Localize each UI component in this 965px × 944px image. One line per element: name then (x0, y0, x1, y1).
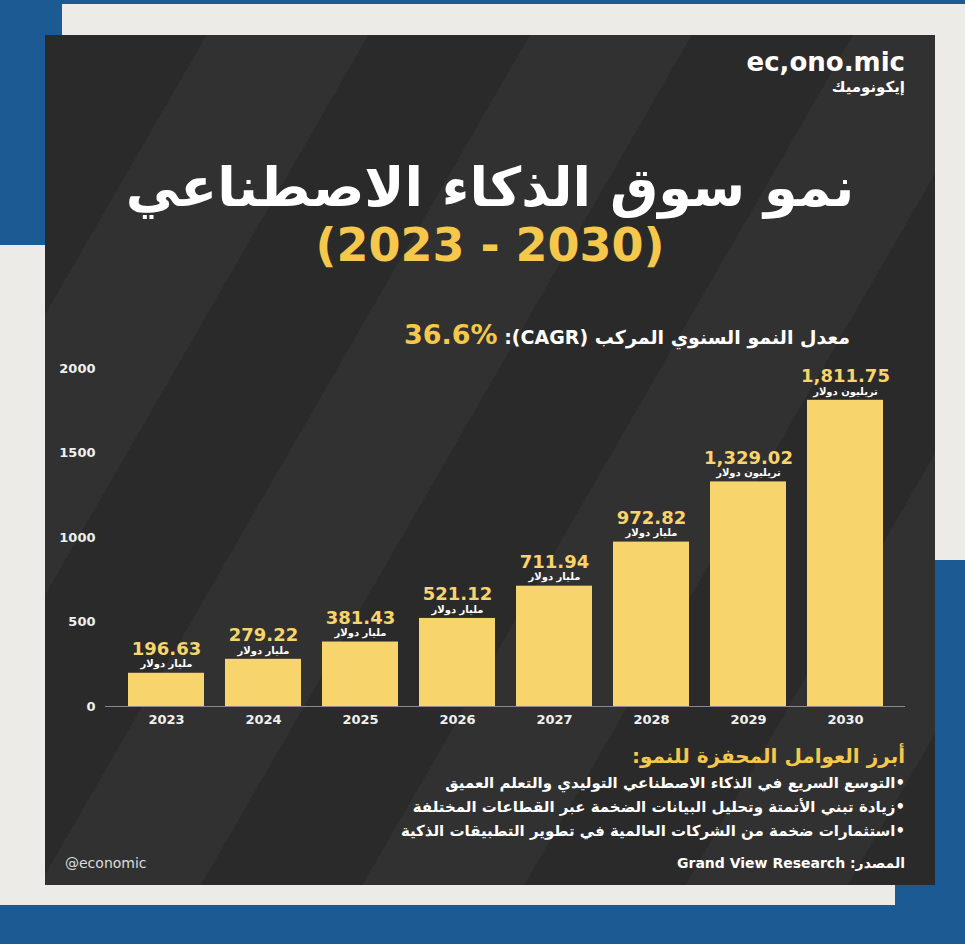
svg-text:مليار دولار: مليار دولار (140, 658, 193, 670)
svg-text:972.82: 972.82 (617, 507, 686, 528)
svg-text:مليار دولار: مليار دولار (528, 571, 581, 583)
svg-text:521.12: 521.12 (423, 583, 492, 604)
svg-text:279.22: 279.22 (229, 624, 298, 645)
html-text:36.6%: 36.6% (404, 319, 498, 350)
svg-text:1,329.02: 1,329.02 (704, 447, 793, 468)
svg-text:مليار دولار: مليار دولار (334, 627, 387, 639)
svg-text:مليار دولار: مليار دولار (237, 645, 290, 657)
svg-text:2028: 2028 (633, 712, 669, 727)
svg-text:2024: 2024 (245, 712, 281, 727)
svg-text:1000: 1000 (59, 530, 95, 545)
html-text:نمو سوق الذكاء الاصطناعي: نمو سوق الذكاء الاصطناعي (125, 156, 855, 219)
svg-text:196.63: 196.63 (132, 638, 201, 659)
svg-text:2000: 2000 (59, 361, 95, 376)
html-text:•استثمارات ضخمة من الشركات الع: •استثمارات ضخمة من الشركات العالمية في ت… (400, 822, 905, 840)
html-text:•زيادة تبني الأتمتة وتحليل الب: •زيادة تبني الأتمتة وتحليل البيانات الضخ… (412, 798, 905, 816)
svg-text:2023: 2023 (148, 712, 184, 727)
svg-text:711.94: 711.94 (520, 551, 589, 572)
svg-text:500: 500 (68, 614, 95, 629)
svg-text:تريليون دولار: تريليون دولار (812, 386, 878, 398)
html-text:(2023 - 2030): (2023 - 2030) (315, 218, 665, 272)
html-text:المصدر: Grand View Research: المصدر: Grand View Research (677, 855, 905, 871)
svg-text:مليار دولار: مليار دولار (625, 527, 678, 539)
html-text:إيكونوميك: إيكونوميك (831, 78, 905, 96)
html-text:ec,ono.mic: ec,ono.mic (746, 47, 905, 77)
svg-text:2026: 2026 (439, 712, 475, 727)
svg-text:2025: 2025 (342, 712, 378, 727)
svg-text:2027: 2027 (536, 712, 572, 727)
html-text:معدل النمو السنوي المركب (CAGR: معدل النمو السنوي المركب (CAGR): (504, 326, 850, 348)
svg-text:0: 0 (86, 699, 95, 714)
html-text:•التوسع السريع في الذكاء الاصط: •التوسع السريع في الذكاء الاصطناعي التول… (445, 774, 905, 792)
svg-text:2029: 2029 (730, 712, 766, 727)
svg-text:1500: 1500 (59, 445, 95, 460)
svg-text:مليار دولار: مليار دولار (431, 604, 484, 616)
svg-text:2030: 2030 (827, 712, 863, 727)
svg-text:381.43: 381.43 (326, 607, 395, 628)
html-text:@economic: @economic (65, 855, 147, 871)
html-text:أبرز العوامل المحفزة للنمو:: أبرز العوامل المحفزة للنمو: (631, 744, 905, 768)
svg-text:تريليون دولار: تريليون دولار (715, 467, 781, 479)
svg-text:1,811.75: 1,811.75 (801, 365, 890, 386)
